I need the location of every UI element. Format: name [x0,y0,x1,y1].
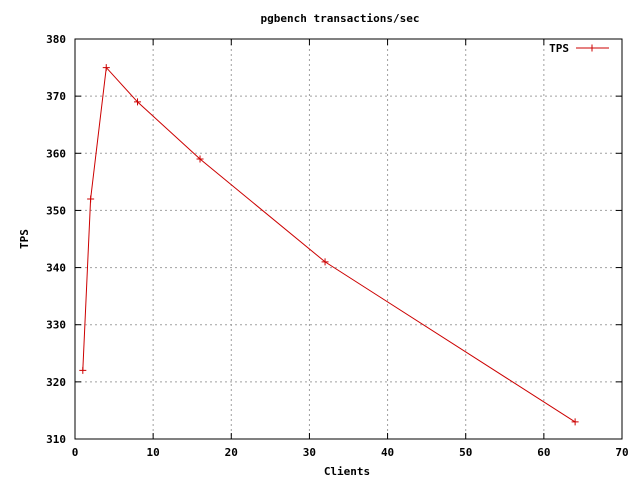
x-tick-label: 50 [459,446,472,459]
x-tick-label: 40 [381,446,394,459]
y-tick-label: 380 [46,33,66,46]
y-tick-label: 320 [46,376,66,389]
x-tick-label: 0 [72,446,79,459]
chart-title: pgbench transactions/sec [261,12,420,25]
y-tick-label: 330 [46,319,66,332]
y-tick-label: 350 [46,204,66,217]
plot-frame [74,38,623,440]
x-tick-label: 60 [537,446,550,459]
data-point-marker [79,366,87,374]
series-line [82,66,576,423]
data-point-marker [196,155,204,163]
y-tick-label: 370 [46,90,66,103]
x-tick-label: 10 [147,446,160,459]
y-tick-label: 340 [46,262,66,275]
legend-marker [588,44,596,52]
legend-label: TPS [549,42,569,55]
y-tick-label: 310 [46,433,66,446]
data-point-marker [571,418,579,426]
x-tick-label: 20 [225,446,238,459]
series-layer [79,64,579,426]
grid [75,39,622,439]
data-point-marker [321,258,329,266]
y-axis-label: TPS [18,229,31,249]
data-point-marker [87,195,95,203]
data-point-marker [102,64,110,72]
y-tick-label: 360 [46,147,66,160]
x-tick-label: 70 [615,446,628,459]
axis-ticks: 310 320 330 340 350 360 370 380 0 10 20 30 40 50 60 70 [46,33,629,459]
legend: TPS [549,42,609,55]
data-point-marker [134,98,142,106]
x-tick-label: 30 [303,446,316,459]
x-axis-label: Clients [324,465,370,478]
